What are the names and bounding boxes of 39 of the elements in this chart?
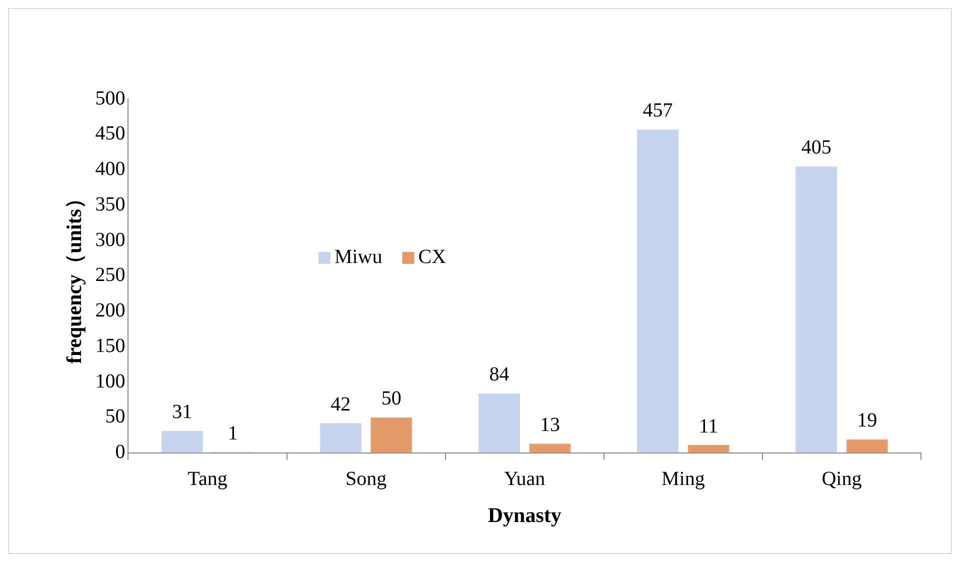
bar — [636, 129, 679, 453]
data-label: 19 — [857, 410, 878, 432]
x-tick-label: Tang — [188, 468, 228, 490]
y-tick-label: 400 — [95, 158, 126, 180]
data-label: 31 — [172, 401, 192, 424]
data-label: 1 — [228, 422, 238, 444]
x-tick-label: Yuan — [504, 468, 546, 490]
bar — [370, 417, 412, 453]
y-tick-label: 350 — [95, 193, 126, 216]
bar — [688, 445, 730, 453]
legend-label: Miwu — [334, 246, 382, 268]
bar — [529, 444, 571, 453]
x-axis-title: Dynasty — [488, 502, 562, 527]
y-tick-label: 0 — [115, 441, 126, 464]
bar — [796, 166, 838, 453]
data-label: 13 — [540, 414, 560, 436]
data-label: 50 — [381, 388, 402, 410]
data-label: 42 — [330, 393, 351, 416]
x-tick-label: Qing — [822, 468, 862, 490]
bar — [478, 393, 520, 453]
y-tick-label: 500 — [95, 87, 126, 110]
y-tick-label: 300 — [95, 228, 126, 251]
bar — [161, 430, 203, 453]
y-tick-label: 50 — [105, 406, 126, 428]
x-tick-label: Ming — [661, 468, 705, 490]
y-tick-label: 100 — [95, 370, 126, 392]
y-tick-label: 250 — [95, 264, 126, 286]
y-tick-label: 450 — [95, 122, 126, 145]
data-label: 405 — [801, 136, 832, 158]
data-label: 457 — [642, 100, 673, 122]
data-label: 11 — [698, 415, 718, 438]
y-tick-label: 150 — [95, 334, 126, 357]
data-label: 84 — [489, 364, 510, 386]
y-tick-label: 200 — [95, 300, 126, 322]
bar — [846, 439, 888, 453]
legend-label: CX — [418, 246, 447, 268]
x-tick-label: Song — [345, 468, 387, 490]
bar — [320, 423, 362, 453]
y-axis-title: frequency（units） — [62, 188, 86, 364]
